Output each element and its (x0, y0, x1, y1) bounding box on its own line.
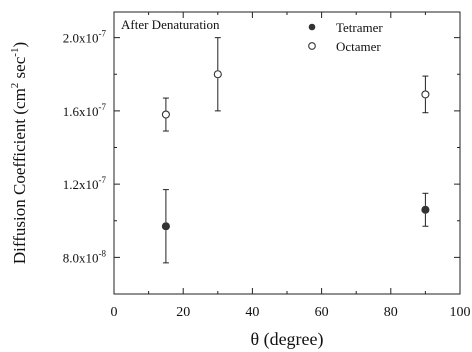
legend-octamer-marker (308, 42, 316, 50)
y-tick-label: 2.0x10-7 (63, 29, 107, 46)
x-tick-label: 40 (245, 305, 259, 320)
x-tick-label: 20 (176, 305, 190, 320)
legend: Tetramer Octamer (308, 20, 383, 54)
x-tick-label: 60 (315, 305, 329, 320)
data-series (161, 37, 430, 264)
y-tick-label: 1.6x10-7 (63, 102, 107, 119)
y-axis: 8.0x10-8 1.2x10-7 1.6x10-7 2.0x10-7 (63, 29, 460, 295)
x-axis-label: θ (degree) (250, 329, 323, 350)
series-octamer (161, 37, 430, 132)
x-axis: 0 20 40 60 80 100 (111, 12, 471, 320)
legend-octamer-label: Octamer (336, 39, 381, 54)
data-point (421, 90, 430, 99)
x-tick-label: 100 (450, 305, 471, 320)
data-point (213, 70, 222, 79)
y-axis-label: Diffusion Coefficient (cm2 sec-1) (9, 42, 29, 264)
y-tick-label: 8.0x10-8 (63, 248, 107, 265)
x-tick-label: 80 (384, 305, 398, 320)
legend-tetramer-marker (308, 23, 316, 31)
data-point (161, 110, 170, 119)
data-point (421, 205, 430, 214)
y-tick-label: 1.2x10-7 (63, 175, 107, 192)
annotation-after-denaturation: After Denaturation (121, 17, 220, 32)
legend-tetramer-label: Tetramer (336, 20, 383, 35)
series-tetramer (161, 189, 430, 264)
data-point (161, 222, 170, 231)
x-tick-label: 0 (111, 305, 118, 320)
